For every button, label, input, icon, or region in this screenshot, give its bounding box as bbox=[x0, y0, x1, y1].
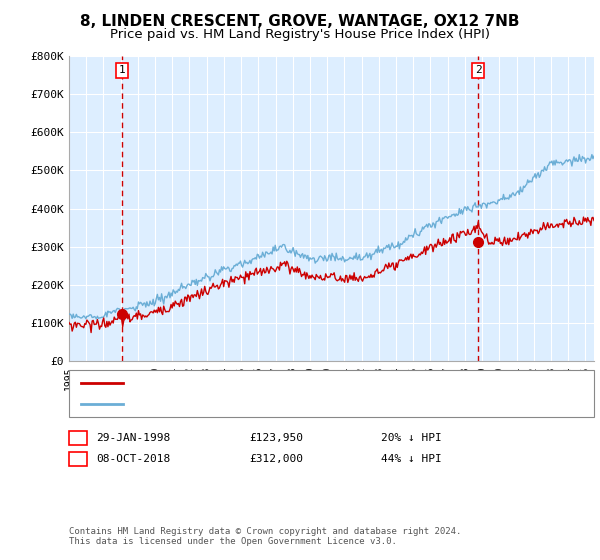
Text: Price paid vs. HM Land Registry's House Price Index (HPI): Price paid vs. HM Land Registry's House … bbox=[110, 28, 490, 41]
Text: HPI: Average price, detached house, Vale of White Horse: HPI: Average price, detached house, Vale… bbox=[129, 399, 459, 409]
Text: 8, LINDEN CRESCENT, GROVE, WANTAGE, OX12 7NB (detached house): 8, LINDEN CRESCENT, GROVE, WANTAGE, OX12… bbox=[129, 378, 495, 388]
Text: 1: 1 bbox=[74, 433, 82, 443]
Text: £312,000: £312,000 bbox=[249, 454, 303, 464]
Text: 20% ↓ HPI: 20% ↓ HPI bbox=[381, 433, 442, 443]
Text: 8, LINDEN CRESCENT, GROVE, WANTAGE, OX12 7NB: 8, LINDEN CRESCENT, GROVE, WANTAGE, OX12… bbox=[80, 14, 520, 29]
Text: 08-OCT-2018: 08-OCT-2018 bbox=[96, 454, 170, 464]
Text: 29-JAN-1998: 29-JAN-1998 bbox=[96, 433, 170, 443]
Text: 2: 2 bbox=[74, 454, 82, 464]
Text: 2: 2 bbox=[475, 66, 482, 76]
Text: 44% ↓ HPI: 44% ↓ HPI bbox=[381, 454, 442, 464]
Text: £123,950: £123,950 bbox=[249, 433, 303, 443]
Text: Contains HM Land Registry data © Crown copyright and database right 2024.
This d: Contains HM Land Registry data © Crown c… bbox=[69, 526, 461, 546]
Text: 1: 1 bbox=[119, 66, 125, 76]
